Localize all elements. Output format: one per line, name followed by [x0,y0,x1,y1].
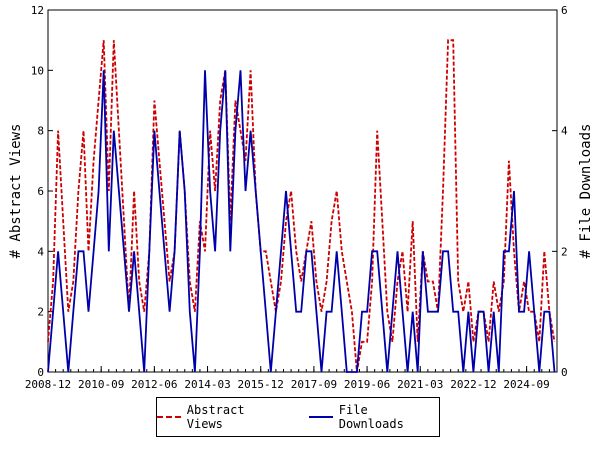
legend-swatch-abstract-views [157,416,181,418]
y-left-tick-label: 0 [37,366,44,379]
y-left-tick-label: 12 [31,4,44,17]
x-tick-label: 2021-03 [397,378,443,391]
y-left-tick-label: 2 [37,306,44,319]
x-tick-label: 2010-09 [78,378,124,391]
plot-frame [47,9,558,373]
legend-label-file-downloads: File Downloads [338,403,404,431]
legend: Abstract Views File Downloads [156,397,440,437]
y-right-tick-label: 2 [561,245,568,258]
x-tick-label: 2017-09 [291,378,337,391]
x-tick-label: 2019-06 [344,378,390,391]
series-line-file-downloads [47,70,556,373]
y-left-tick-label: 4 [37,245,44,258]
legend-item-abstract-views: Abstract Views [157,403,287,431]
left-axis-title: # Abstract Views [8,124,24,259]
series-line-abstract-views [47,39,556,373]
right-axis-title: # File Downloads [578,124,594,259]
x-tick-label: 2024-09 [503,378,549,391]
y-left-tick-label: 10 [31,64,44,77]
y-left-tick-label: 6 [37,185,44,198]
x-tick-label: 2015-12 [238,378,284,391]
x-tick-label: 2012-06 [131,378,177,391]
y-right-tick-label: 4 [561,125,568,138]
y-left-tick-label: 8 [37,125,44,138]
plot-area: 2008-12 2010-09 2012-06 2014-03 2015-12 2017-… [25,4,568,391]
legend-label-abstract-views: Abstract Views [186,403,245,431]
x-tick-label: 2014-03 [184,378,230,391]
x-tick-label: 2022-12 [450,378,496,391]
y-right-tick-label: 6 [561,4,568,17]
x-tick-label: 2008-12 [25,378,71,391]
legend-swatch-file-downloads [309,416,333,418]
y-right-tick-label: 0 [561,366,568,379]
legend-item-file-downloads: File Downloads [309,403,439,431]
